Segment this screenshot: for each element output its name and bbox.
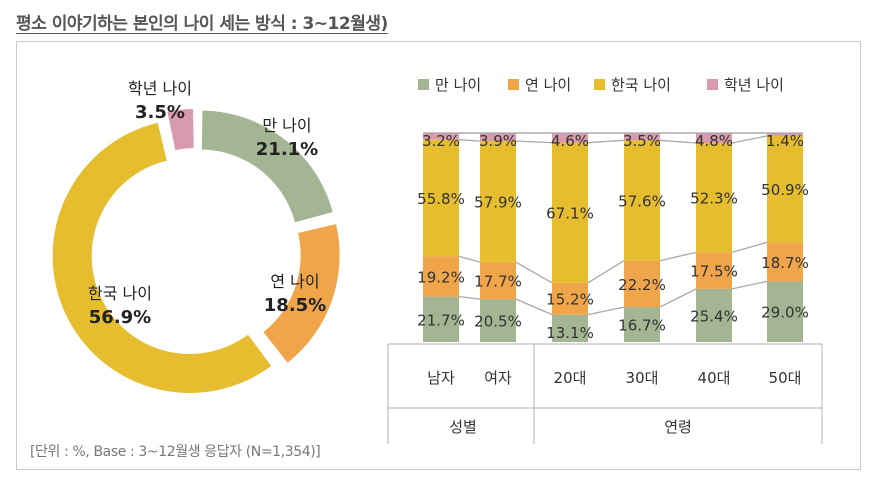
connector-line (458, 295, 481, 300)
connector-line (659, 139, 697, 144)
bar-segment-yeon-nai (480, 262, 516, 300)
donut-value-hanguk-nai: 56.9% (89, 307, 151, 328)
bar-segment-haknyeon-nai (624, 133, 660, 141)
donut-slice-yeon-nai (263, 224, 340, 363)
bar-segment-hanguk-nai (624, 140, 660, 261)
bar-value-label: 4.6% (551, 132, 589, 150)
bar-value-label: 67.1% (546, 205, 594, 223)
donut-label-haknyeon-nai: 학년 나이 (128, 79, 192, 98)
bar-segment-haknyeon-nai (480, 133, 516, 142)
bar-segment-yeon-nai (552, 282, 588, 315)
donut-label-yeon-nai: 연 나이 (270, 272, 319, 291)
bar-value-label: 15.2% (546, 291, 594, 309)
bar-value-label: 21.7% (417, 311, 465, 329)
donut-slice-man-nai (201, 110, 333, 223)
bar-segment-yeon-nai (767, 242, 803, 282)
bar-segment-haknyeon-nai (696, 133, 732, 144)
legend-label-yeon-nai: 연 나이 (525, 76, 571, 94)
bar-segment-man-nai (552, 314, 588, 342)
bar-segment-yeon-nai (624, 260, 660, 308)
connector-line (515, 298, 553, 316)
legend-label-man-nai: 만 나이 (435, 76, 481, 94)
x-tick-label: 남자 (427, 369, 455, 387)
connector-line (587, 306, 625, 316)
group-label: 연령 (664, 418, 692, 436)
legend-swatch-man-nai (418, 79, 429, 90)
x-tick-label: 여자 (484, 369, 512, 387)
donut-slice-haknyeon-nai (167, 109, 194, 151)
bar-value-label: 13.1% (546, 324, 594, 342)
bar-value-label: 55.8% (417, 190, 465, 208)
connector-line (731, 241, 768, 253)
page-title: 평소 이야기하는 본인의 나이 세는 방식 : 3~12월생) (16, 14, 388, 34)
bar-value-label: 4.8% (695, 132, 733, 150)
footnote: [단위 : %, Base : 3~12월생 응답자 (N=1,354)] (30, 444, 321, 460)
legend-swatch-yeon-nai (508, 79, 519, 90)
connector-line (659, 288, 697, 308)
stacked-bar-chart: 만 나이 연 나이 한국 나이 학년 나이 21.7% 19.2% 55.8% 3.2% 20.… (387, 76, 823, 444)
bar-value-label: 20.5% (474, 313, 522, 331)
bar-segment-haknyeon-nai (767, 133, 803, 136)
legend-label-haknyeon-nai: 학년 나이 (724, 76, 784, 94)
x-tick-label: 30대 (626, 369, 659, 387)
bar-segment-yeon-nai (423, 256, 459, 297)
donut-value-haknyeon-nai: 3.5% (135, 102, 185, 123)
donut-label-hanguk-nai: 한국 나이 (88, 284, 152, 303)
connector-line (587, 139, 625, 144)
bar-value-label: 29.0% (761, 304, 809, 322)
bar-value-label: 22.2% (618, 276, 666, 294)
bar-segment-man-nai (624, 307, 660, 342)
bar-value-label: 18.7% (761, 254, 809, 272)
connector-line (731, 135, 768, 144)
chart-panel (16, 41, 861, 470)
bar-value-label: 3.9% (479, 132, 517, 150)
bar-value-label: 19.2% (417, 269, 465, 287)
bar-segment-man-nai (696, 288, 732, 342)
connector-line (731, 280, 768, 290)
donut-label-man-nai: 만 나이 (262, 116, 311, 135)
bar-value-label: 25.4% (690, 307, 738, 325)
bar-segment-yeon-nai (696, 252, 732, 289)
bar-segment-hanguk-nai (552, 142, 588, 283)
connector-line (659, 251, 697, 262)
legend-swatch-haknyeon-nai (707, 79, 718, 90)
x-tick-label: 20대 (554, 369, 587, 387)
x-tick-label: 40대 (698, 369, 731, 387)
bar-segment-haknyeon-nai (552, 133, 588, 143)
bar-value-label: 52.3% (690, 190, 738, 208)
x-tick-label: 50대 (769, 369, 802, 387)
bar-segment-hanguk-nai (767, 135, 803, 243)
connector-line (458, 139, 481, 142)
bar-value-label: 3.5% (623, 132, 661, 150)
bar-value-label: 17.7% (474, 273, 522, 291)
bar-value-label: 1.4% (766, 132, 804, 150)
connector-line (458, 255, 481, 263)
donut-value-yeon-nai: 18.5% (264, 295, 326, 316)
bar-segment-hanguk-nai (480, 141, 516, 263)
connector-line (587, 260, 625, 284)
bar-value-label: 57.6% (618, 193, 666, 211)
donut-value-man-nai: 21.1% (256, 139, 318, 160)
connector-line (515, 261, 553, 284)
donut-chart: 만 나이 21.1% 연 나이 18.5% 한국 나이 56.9% 학년 나이 3.5% (52, 79, 340, 393)
bar-segment-man-nai (767, 281, 803, 342)
bar-value-label: 16.7% (618, 317, 666, 335)
bar-segment-man-nai (423, 296, 459, 342)
bar-segment-haknyeon-nai (423, 133, 459, 140)
bar-segment-man-nai (480, 299, 516, 342)
bar-value-label: 3.2% (422, 132, 460, 150)
legend-swatch-hanguk-nai (594, 79, 605, 90)
bar-value-label: 50.9% (761, 181, 809, 199)
donut-slice-hanguk-nai (52, 122, 272, 393)
bar-value-label: 57.9% (474, 194, 522, 212)
bar-value-label: 17.5% (690, 263, 738, 281)
legend-label-hanguk-nai: 한국 나이 (611, 76, 671, 94)
connector-line (515, 140, 553, 144)
group-label: 성별 (449, 418, 477, 436)
bar-segment-hanguk-nai (423, 139, 459, 257)
bar-segment-hanguk-nai (696, 143, 732, 253)
